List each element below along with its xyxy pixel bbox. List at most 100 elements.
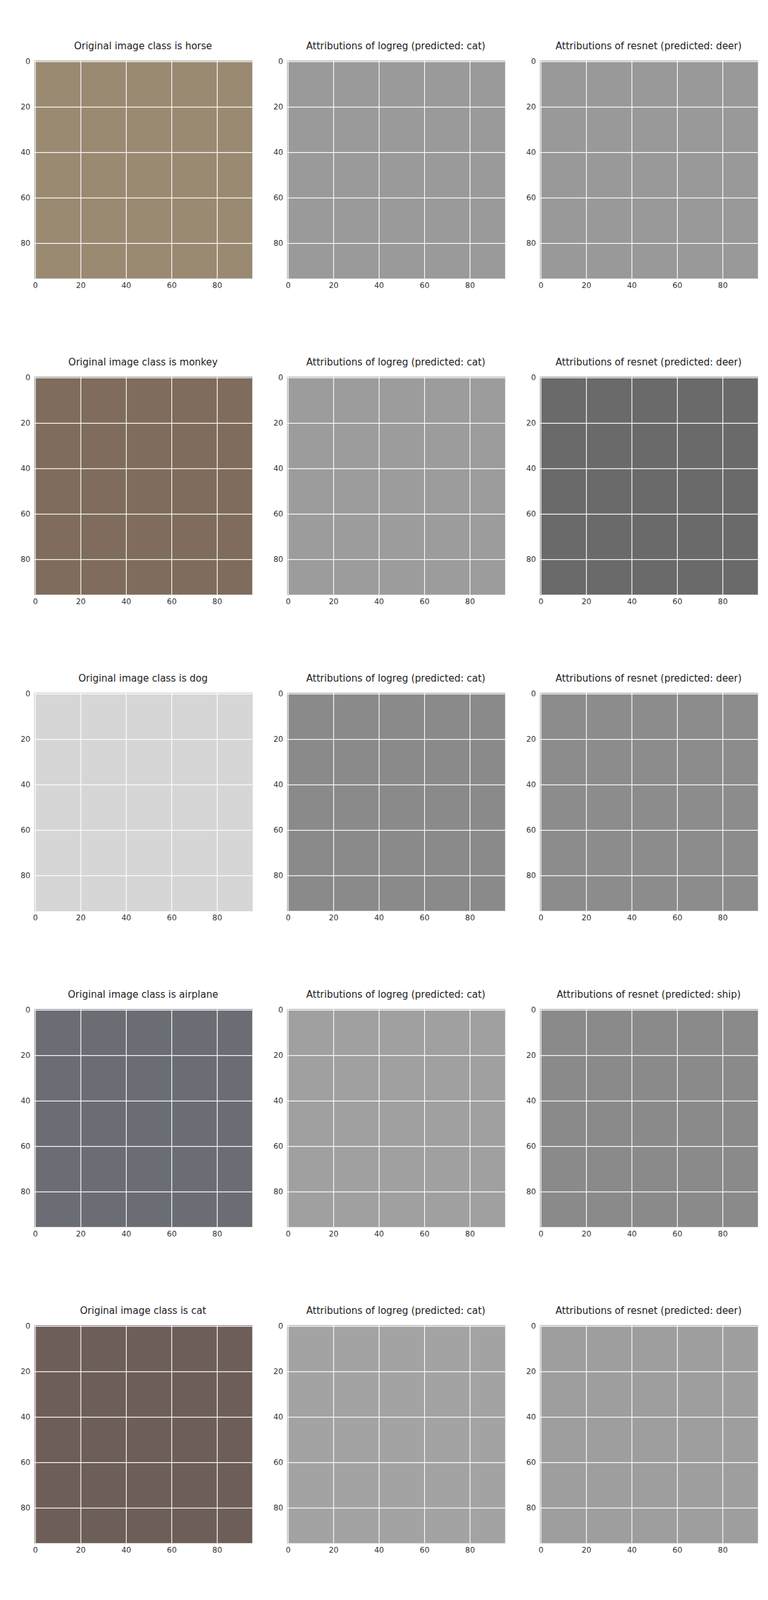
svg-text:40: 40 [273, 1096, 283, 1106]
svg-text:20: 20 [273, 1367, 283, 1376]
svg-text:40: 40 [20, 1412, 31, 1422]
svg-text:0: 0 [538, 913, 544, 923]
svg-text:40: 40 [20, 780, 31, 790]
svg-text:60: 60 [526, 1141, 536, 1151]
svg-text:60: 60 [273, 193, 283, 203]
svg-text:0: 0 [278, 689, 284, 699]
svg-text:80: 80 [718, 280, 728, 290]
svg-text:20: 20 [526, 734, 536, 744]
svg-text:80: 80 [212, 913, 223, 923]
svg-text:80: 80 [212, 280, 223, 290]
svg-text:80: 80 [212, 1545, 223, 1555]
svg-text:40: 40 [20, 1096, 31, 1106]
svg-text:60: 60 [273, 825, 283, 835]
svg-text:60: 60 [419, 1545, 430, 1555]
svg-text:60: 60 [419, 280, 430, 290]
svg-text:80: 80 [20, 1503, 31, 1513]
svg-text:80: 80 [20, 238, 31, 248]
svg-text:40: 40 [627, 1545, 637, 1555]
svg-text:60: 60 [167, 1229, 177, 1239]
svg-text:0: 0 [285, 280, 291, 290]
svg-text:60: 60 [419, 597, 430, 607]
svg-text:80: 80 [718, 913, 728, 923]
svg-text:60: 60 [672, 913, 683, 923]
svg-text:20: 20 [76, 1545, 86, 1555]
svg-text:20: 20 [273, 1050, 283, 1060]
svg-text:60: 60 [273, 1457, 283, 1467]
svg-text:0: 0 [531, 1005, 537, 1015]
svg-text:0: 0 [538, 1545, 544, 1555]
svg-text:40: 40 [627, 913, 637, 923]
svg-text:0: 0 [538, 597, 544, 607]
svg-text:60: 60 [672, 1545, 683, 1555]
svg-text:20: 20 [526, 418, 536, 428]
svg-text:60: 60 [526, 1457, 536, 1467]
svg-text:80: 80 [20, 871, 31, 880]
svg-text:80: 80 [718, 597, 728, 607]
svg-text:0: 0 [25, 56, 31, 66]
svg-text:20: 20 [20, 734, 31, 744]
svg-text:20: 20 [328, 1545, 339, 1555]
svg-text:20: 20 [328, 1229, 339, 1239]
svg-text:60: 60 [167, 280, 177, 290]
svg-text:60: 60 [526, 825, 536, 835]
svg-text:20: 20 [526, 102, 536, 112]
svg-text:0: 0 [278, 1005, 284, 1015]
svg-text:80: 80 [273, 871, 283, 880]
svg-text:0: 0 [285, 597, 291, 607]
svg-text:80: 80 [465, 1229, 475, 1239]
svg-text:60: 60 [167, 1545, 177, 1555]
svg-text:40: 40 [273, 147, 283, 157]
svg-text:0: 0 [538, 280, 544, 290]
svg-text:20: 20 [20, 418, 31, 428]
svg-text:40: 40 [374, 1229, 384, 1239]
svg-text:20: 20 [581, 597, 592, 607]
svg-text:0: 0 [32, 913, 38, 923]
svg-text:60: 60 [419, 1229, 430, 1239]
svg-text:40: 40 [121, 280, 132, 290]
svg-text:60: 60 [167, 597, 177, 607]
svg-text:80: 80 [465, 597, 475, 607]
svg-text:20: 20 [273, 102, 283, 112]
svg-text:60: 60 [20, 193, 31, 203]
svg-text:20: 20 [273, 418, 283, 428]
svg-text:60: 60 [273, 1141, 283, 1151]
svg-text:80: 80 [526, 1187, 536, 1197]
svg-text:80: 80 [465, 280, 475, 290]
svg-text:0: 0 [285, 913, 291, 923]
svg-text:0: 0 [32, 1229, 38, 1239]
svg-text:20: 20 [20, 1367, 31, 1376]
svg-text:60: 60 [526, 509, 536, 519]
svg-text:60: 60 [20, 825, 31, 835]
svg-text:20: 20 [526, 1367, 536, 1376]
svg-text:60: 60 [167, 913, 177, 923]
svg-text:20: 20 [526, 1050, 536, 1060]
svg-text:40: 40 [121, 1229, 132, 1239]
svg-text:20: 20 [20, 1050, 31, 1060]
svg-text:20: 20 [581, 1545, 592, 1555]
svg-text:0: 0 [538, 1229, 544, 1239]
svg-text:80: 80 [718, 1545, 728, 1555]
svg-text:0: 0 [32, 280, 38, 290]
svg-text:20: 20 [581, 1229, 592, 1239]
svg-text:40: 40 [627, 280, 637, 290]
svg-text:20: 20 [76, 913, 86, 923]
svg-text:80: 80 [212, 1229, 223, 1239]
svg-text:40: 40 [273, 464, 283, 473]
svg-text:60: 60 [526, 193, 536, 203]
svg-text:60: 60 [672, 280, 683, 290]
svg-text:40: 40 [627, 597, 637, 607]
svg-text:0: 0 [531, 56, 537, 66]
svg-text:80: 80 [20, 554, 31, 564]
svg-text:60: 60 [20, 1457, 31, 1467]
svg-text:80: 80 [20, 1187, 31, 1197]
svg-text:40: 40 [374, 597, 384, 607]
svg-text:0: 0 [32, 1545, 38, 1555]
svg-text:80: 80 [526, 554, 536, 564]
svg-text:80: 80 [273, 554, 283, 564]
svg-text:40: 40 [526, 464, 536, 473]
svg-text:80: 80 [465, 1545, 475, 1555]
svg-text:0: 0 [25, 373, 31, 383]
svg-text:40: 40 [121, 1545, 132, 1555]
svg-text:80: 80 [526, 871, 536, 880]
